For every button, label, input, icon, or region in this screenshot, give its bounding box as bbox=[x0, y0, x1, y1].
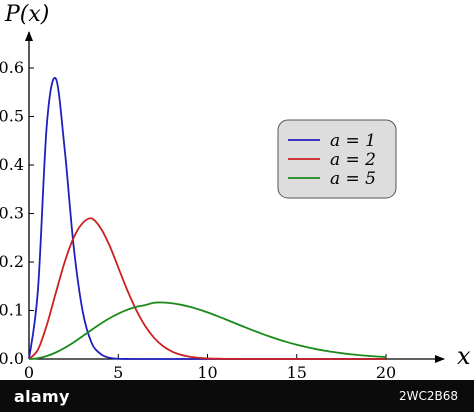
y-tick-label: 0.6 bbox=[0, 58, 24, 77]
chart-area: 0 5 10 15 20 0.0 0.1 0.2 0.3 0.4 0.5 0.6 P(x) x a = 1… bbox=[0, 2, 471, 380]
x-tick-label: 5 bbox=[113, 363, 123, 380]
image-code: 2WC2B68 bbox=[398, 389, 458, 403]
alamy-logo: alamy bbox=[14, 387, 70, 406]
x-tick-label: 10 bbox=[197, 363, 217, 380]
series-line-3 bbox=[28, 301, 387, 360]
y-tick-label: 0.5 bbox=[0, 107, 24, 126]
y-tick-label: 0.3 bbox=[0, 204, 24, 223]
x-tick-label: 0 bbox=[24, 363, 34, 380]
y-tick-label: 0.0 bbox=[0, 349, 24, 368]
y-axis-title: P(x) bbox=[4, 2, 49, 27]
x-axis-title: x bbox=[457, 342, 471, 370]
chart-svg: 0 5 10 15 20 0.0 0.1 0.2 0.3 0.4 0.5 0.6 P(x) x a = 1… bbox=[0, 2, 471, 380]
x-tick-label: 15 bbox=[287, 363, 307, 380]
legend-label-1: a = 1 bbox=[330, 131, 376, 151]
y-tick-label: 0.1 bbox=[0, 301, 24, 320]
legend-label-3: a = 5 bbox=[330, 169, 376, 189]
series-line-2 bbox=[28, 217, 386, 360]
legend-label-2: a = 2 bbox=[330, 150, 376, 170]
y-tick-label: 0.2 bbox=[0, 252, 24, 271]
y-tick-label: 0.4 bbox=[0, 155, 24, 174]
footer-bar: alamy 2WC2B68 bbox=[0, 380, 474, 412]
x-tick-label: 20 bbox=[376, 363, 396, 380]
